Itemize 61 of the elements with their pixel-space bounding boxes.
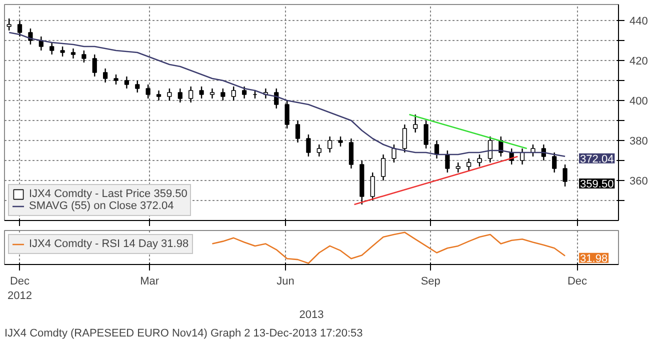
candlestick xyxy=(146,84,150,100)
candlestick xyxy=(456,162,460,174)
candlestick xyxy=(562,164,568,188)
candlestick xyxy=(348,138,354,170)
candlestick xyxy=(6,18,12,32)
x-tick-label: Dec xyxy=(567,276,588,288)
x-tick-label: Dec 2012 xyxy=(8,276,32,302)
candlestick xyxy=(295,120,300,144)
candlestick xyxy=(466,158,472,172)
y-tick-label: 400 xyxy=(630,96,648,108)
candlestick xyxy=(392,144,396,164)
x-axis-title: 2013 xyxy=(299,308,324,321)
legend-label: IJX4 Comdty - RSI 14 Day 31.98 xyxy=(29,238,189,250)
candlestick xyxy=(338,136,343,148)
legend-label: IJX4 Comdty - Last Price 359.50 xyxy=(29,188,188,200)
candlestick xyxy=(60,46,65,58)
x-tick-label: Sep xyxy=(420,276,440,288)
candlestick xyxy=(328,136,332,154)
legend-label: SMAVG (55) on Close 372.04 xyxy=(29,200,174,212)
candlestick xyxy=(135,80,140,94)
candlestick xyxy=(114,74,118,86)
y-tick-label: 420 xyxy=(630,56,648,68)
candlestick xyxy=(242,86,247,100)
y-tick-label: 440 xyxy=(630,16,648,28)
candlestick xyxy=(413,114,418,134)
candlestick xyxy=(445,150,450,174)
candlestick xyxy=(50,42,54,56)
x-tick-label: Jun xyxy=(276,276,294,288)
y-tick-label: 380 xyxy=(630,136,648,148)
y-tick-label: 360 xyxy=(630,176,648,188)
candlestick xyxy=(82,50,86,64)
candlestick xyxy=(102,68,108,84)
candlestick xyxy=(530,144,536,158)
candlestick xyxy=(284,100,290,130)
candlestick xyxy=(231,86,236,102)
candlestick xyxy=(488,136,493,164)
candlestick xyxy=(156,90,162,102)
candlestick xyxy=(306,134,311,158)
candlestick xyxy=(220,88,226,102)
candlestick xyxy=(167,88,172,102)
candlestick xyxy=(178,88,182,104)
x-tick-label: Mar xyxy=(140,276,160,288)
candlestick xyxy=(92,54,97,78)
candlestick xyxy=(17,20,22,38)
candlestick xyxy=(370,172,375,202)
candlestick xyxy=(70,48,76,60)
candlestick xyxy=(188,86,194,104)
candlestick xyxy=(316,144,322,158)
candlestick xyxy=(402,124,407,154)
candlestick xyxy=(552,152,557,174)
annotation: 31.98 xyxy=(580,252,608,265)
candlestick xyxy=(380,154,386,182)
annotation: 372.04 xyxy=(580,153,614,166)
candlestick xyxy=(424,120,428,150)
candlestick xyxy=(124,76,129,90)
text: IJX4 Comdty (RAPESEED EURO Nov14) Graph 2 13-Dec-2013 17:20:53 xyxy=(4,328,363,340)
candlestick xyxy=(199,86,204,100)
annotation: 359.50 xyxy=(580,178,614,190)
candlestick xyxy=(477,154,482,168)
candlestick xyxy=(520,148,525,166)
candlestick xyxy=(210,88,215,100)
